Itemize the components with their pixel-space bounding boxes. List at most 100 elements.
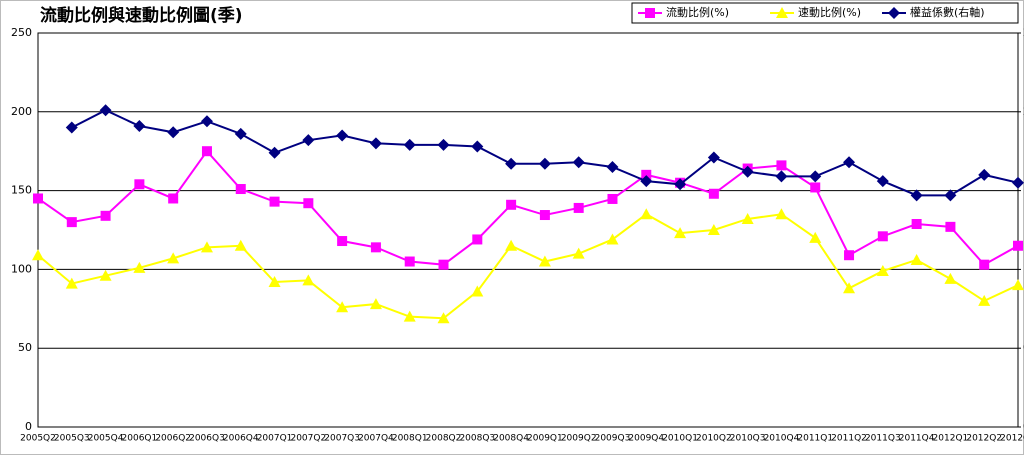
point	[843, 282, 856, 294]
y-tick-label: 200	[11, 105, 32, 118]
point	[640, 175, 653, 188]
point	[978, 168, 991, 181]
x-tick-label: 2006Q1	[122, 434, 158, 444]
point	[99, 269, 112, 281]
point	[268, 146, 281, 159]
point	[336, 129, 349, 142]
point	[302, 274, 315, 286]
point	[843, 156, 856, 169]
point	[707, 151, 720, 164]
point	[741, 212, 754, 224]
point	[978, 294, 991, 306]
x-tick-label: 2007Q4	[358, 434, 394, 444]
point	[1012, 176, 1024, 189]
point	[99, 104, 112, 117]
x-tick-label: 2006Q3	[189, 434, 225, 444]
plot-area	[37, 32, 1019, 428]
x-tick-label: 2011Q1	[797, 434, 833, 444]
point	[403, 310, 416, 322]
x-tick-label: 2007Q3	[324, 434, 360, 444]
legend-box	[631, 2, 1019, 24]
series-line	[37, 149, 1019, 266]
point	[809, 170, 822, 183]
point	[370, 242, 381, 253]
x-tick-label: 2009Q2	[561, 434, 597, 444]
x-tick-label: 2008Q3	[459, 434, 495, 444]
series-line	[37, 213, 1019, 320]
x-tick-label: 2009Q3	[595, 434, 631, 444]
x-tick-label: 2007Q2	[290, 434, 326, 444]
point	[775, 170, 788, 183]
x-tick-label: 2007Q1	[257, 434, 293, 444]
point	[641, 169, 652, 180]
x-tick-label: 2008Q2	[426, 434, 462, 444]
x-tick-label: 2008Q1	[392, 434, 428, 444]
point	[572, 247, 585, 259]
point	[269, 196, 280, 207]
x-tick-label: 2005Q2	[20, 434, 56, 444]
point	[1012, 279, 1024, 291]
y-tick-label: 150	[11, 184, 32, 197]
x-tick-label: 2011Q2	[831, 434, 867, 444]
x-tick-label: 2011Q3	[865, 434, 901, 444]
point	[167, 126, 180, 139]
point	[572, 156, 585, 169]
chart-title: 流動比例與速動比例圖(季)	[40, 5, 243, 26]
point	[268, 276, 281, 288]
point	[65, 277, 78, 289]
x-tick-label: 2009Q4	[628, 434, 664, 444]
point	[506, 199, 517, 210]
point	[369, 137, 382, 150]
y-tick-label: 250	[11, 26, 32, 39]
point	[404, 256, 415, 267]
point	[944, 272, 957, 284]
point	[100, 210, 111, 221]
point	[337, 236, 348, 247]
point	[438, 259, 449, 270]
x-tick-label: 2005Q4	[88, 434, 124, 444]
point	[32, 249, 44, 261]
point	[708, 188, 719, 199]
x-tick-label: 2012Q3	[1000, 434, 1024, 444]
point	[234, 127, 247, 140]
point	[472, 234, 483, 245]
point	[168, 193, 179, 204]
point	[741, 165, 754, 178]
legend: 流動比例(%) 速動比例(%) 權益係數(右軸)	[631, 2, 1019, 24]
point	[775, 208, 788, 220]
legend-label: 流動比例(%)	[666, 5, 729, 19]
legend-label: 速動比例(%)	[798, 5, 861, 19]
point	[944, 189, 957, 202]
x-tick-label: 2010Q3	[730, 434, 766, 444]
x-tick-label: 2008Q4	[493, 434, 529, 444]
point	[910, 189, 923, 202]
point	[200, 115, 213, 128]
point	[505, 157, 518, 170]
x-tick-label: 2010Q2	[696, 434, 732, 444]
point	[776, 160, 787, 171]
point	[538, 255, 551, 267]
point	[910, 253, 923, 265]
point	[369, 298, 382, 310]
point	[33, 193, 43, 204]
point	[403, 138, 416, 151]
point	[66, 217, 77, 228]
point	[336, 301, 349, 313]
point	[538, 157, 551, 170]
x-tick-label: 2012Q1	[933, 434, 969, 444]
x-tick-label: 2005Q3	[54, 434, 90, 444]
point	[133, 119, 146, 132]
x-tick-label: 2006Q4	[223, 434, 259, 444]
x-tick-label: 2012Q2	[966, 434, 1002, 444]
point	[573, 202, 584, 213]
x-tick-label: 2010Q4	[764, 434, 800, 444]
point	[437, 138, 450, 151]
point	[674, 227, 687, 239]
legend-swatch	[645, 8, 655, 18]
point	[876, 175, 889, 188]
point	[539, 210, 550, 221]
point	[200, 241, 213, 253]
point	[134, 179, 145, 190]
point	[65, 121, 78, 134]
legend-swatch	[776, 7, 788, 18]
